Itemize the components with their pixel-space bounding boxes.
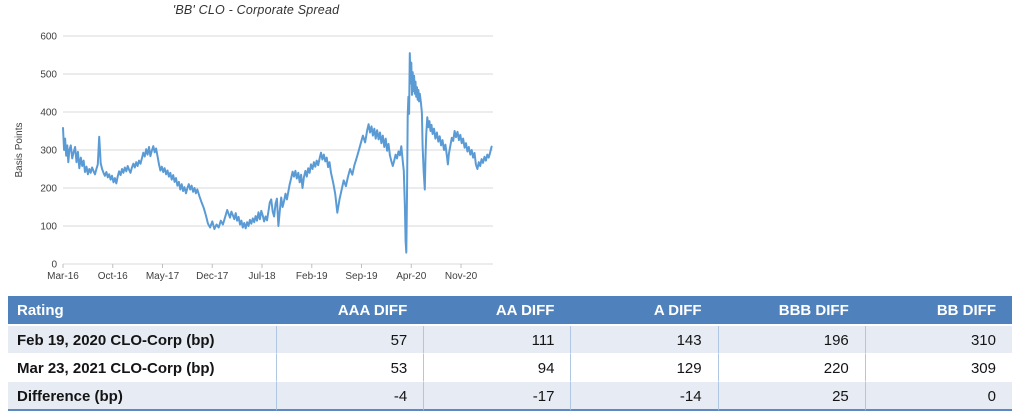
col-header-a-diff: A DIFF <box>570 296 718 326</box>
table-header-row: Rating AAA DIFF AA DIFF A DIFF BBB DIFF … <box>8 296 1012 326</box>
table-cell: 25 <box>717 382 865 411</box>
y-tick-label: 100 <box>40 222 57 233</box>
col-header-bb-diff: BB DIFF <box>864 296 1012 326</box>
spread-line <box>62 52 493 254</box>
col-header-bbb-diff: BBB DIFF <box>717 296 865 326</box>
table-cell: 220 <box>717 354 865 382</box>
table-cell: 111 <box>423 326 571 354</box>
chart-title: 'BB' CLO - Corporate Spread <box>172 3 340 17</box>
y-axis-title: Basis Points <box>14 122 25 177</box>
table-cell: 53 <box>276 354 424 382</box>
table-cell: 143 <box>570 326 718 354</box>
y-tick-label: 300 <box>40 146 57 157</box>
spread-line-chart-canvas: 0 100 200 300 400 500 600 Mar-16 Oct-16 May-17 Dec… <box>14 32 493 282</box>
table-cell: 196 <box>717 326 865 354</box>
table-cell: 94 <box>423 354 571 382</box>
table-cell: -14 <box>570 382 718 411</box>
table-row-difference: Difference (bp) -4 -17 -14 25 0 <box>8 382 1012 411</box>
x-tick-label: Sep-19 <box>345 271 378 282</box>
y-tick-label: 500 <box>40 70 57 81</box>
col-header-rating: Rating <box>8 296 277 326</box>
row-label: Mar 23, 2021 CLO-Corp (bp) <box>8 354 277 382</box>
table-cell: -4 <box>276 382 424 411</box>
x-tick-label: Mar-16 <box>47 271 79 282</box>
x-tick-label: Jul-18 <box>248 271 276 282</box>
diff-table: Rating AAA DIFF AA DIFF A DIFF BBB DIFF … <box>8 296 1012 411</box>
y-tick-label: 200 <box>40 184 57 195</box>
y-tick-label: 600 <box>40 32 57 43</box>
table-cell: -17 <box>423 382 571 411</box>
row-label: Difference (bp) <box>8 382 277 411</box>
table-cell: 57 <box>276 326 424 354</box>
table-row-mar-2021: Mar 23, 2021 CLO-Corp (bp) 53 94 129 220… <box>8 354 1012 382</box>
diff-table-wrap: Rating AAA DIFF AA DIFF A DIFF BBB DIFF … <box>8 296 1012 411</box>
y-tick-label: 0 <box>51 260 57 271</box>
table-cell: 0 <box>864 382 1012 411</box>
table-cell: 310 <box>864 326 1012 354</box>
x-tick-label: Apr-20 <box>396 271 426 282</box>
x-tick-label: Oct-16 <box>98 271 128 282</box>
table-cell: 309 <box>864 354 1012 382</box>
bb-clo-spread-chart: 0 100 200 300 400 500 600 Mar-16 Oct-16 May-17 Dec… <box>0 0 512 292</box>
table-row-feb-2020: Feb 19, 2020 CLO-Corp (bp) 57 111 143 19… <box>8 326 1012 354</box>
col-header-aa-diff: AA DIFF <box>423 296 571 326</box>
x-tick-label: May-17 <box>146 271 180 282</box>
x-tick-label: Nov-20 <box>445 271 478 282</box>
y-tick-label: 400 <box>40 108 57 119</box>
x-tick-label: Dec-17 <box>196 271 229 282</box>
col-header-aaa-diff: AAA DIFF <box>276 296 424 326</box>
x-tick-label: Feb-19 <box>296 271 328 282</box>
table-cell: 129 <box>570 354 718 382</box>
row-label: Feb 19, 2020 CLO-Corp (bp) <box>8 326 277 354</box>
